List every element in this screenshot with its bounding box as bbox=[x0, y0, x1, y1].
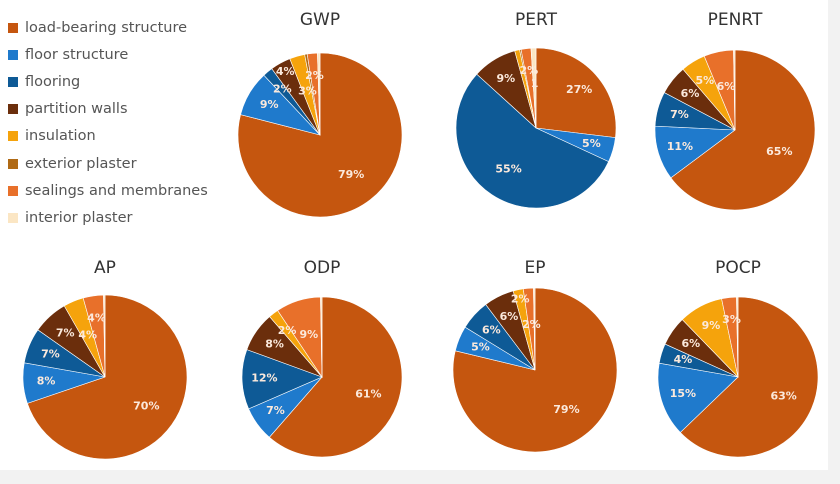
slice-label: 3% bbox=[722, 313, 741, 326]
slice-label: 4% bbox=[87, 312, 106, 325]
slice-label: 9% bbox=[496, 72, 515, 85]
legend-item: load-bearing structure bbox=[8, 14, 208, 41]
slice-label: 8% bbox=[37, 375, 56, 388]
legend-item: exterior plaster bbox=[8, 150, 208, 177]
slice-label: 55% bbox=[495, 162, 521, 175]
chart-panel: load-bearing structure floor structure flo… bbox=[0, 0, 828, 470]
slice-label: 15% bbox=[670, 387, 696, 400]
legend-item: flooring bbox=[8, 68, 208, 95]
pie-slice bbox=[103, 294, 106, 378]
pie-title: EP bbox=[525, 258, 546, 278]
slice-label: 2% bbox=[522, 318, 541, 331]
legend-label: flooring bbox=[25, 73, 81, 90]
legend-label: partition walls bbox=[25, 101, 128, 118]
slice-label: 5% bbox=[471, 340, 490, 353]
legend-swatch bbox=[8, 212, 18, 223]
pie-title: GWP bbox=[300, 10, 340, 30]
pie-slice bbox=[317, 52, 321, 136]
pie-title: AP bbox=[94, 258, 116, 278]
slice-label: 2% bbox=[511, 292, 530, 305]
legend-item: insulation bbox=[8, 123, 208, 150]
legend-item: floor structure bbox=[8, 41, 208, 68]
slice-label: 8% bbox=[265, 337, 284, 350]
legend-label: sealings and membranes bbox=[25, 182, 208, 199]
slice-label: 6% bbox=[682, 337, 701, 350]
legend-label: load-bearing structure bbox=[25, 19, 188, 36]
slice-label: 4% bbox=[78, 328, 97, 341]
legend-swatch bbox=[8, 131, 18, 142]
slice-label: 7% bbox=[41, 347, 60, 360]
legend-label: interior plaster bbox=[25, 209, 133, 226]
pie-title: PENRT bbox=[708, 10, 763, 30]
slice-label: 5% bbox=[695, 74, 714, 87]
slice-label: 9% bbox=[260, 98, 279, 111]
legend-swatch bbox=[8, 76, 18, 87]
legend-item: partition walls bbox=[8, 96, 208, 123]
slice-label: 11% bbox=[667, 140, 693, 153]
pie-title: POCP bbox=[715, 258, 761, 278]
slice-label: 2% bbox=[273, 83, 292, 96]
slice-label: 65% bbox=[766, 145, 792, 158]
legend-swatch bbox=[8, 22, 18, 33]
slice-label: 2% bbox=[519, 64, 538, 77]
slice-label: 27% bbox=[566, 83, 592, 96]
legend-swatch bbox=[8, 104, 18, 115]
legend-label: insulation bbox=[25, 128, 96, 145]
slice-label: 7% bbox=[266, 404, 285, 417]
slice-label: 5% bbox=[582, 137, 601, 150]
pie-slice bbox=[535, 47, 617, 138]
legend-swatch bbox=[8, 158, 18, 169]
slice-label: 4% bbox=[674, 353, 693, 366]
slice-label: 3% bbox=[298, 85, 317, 98]
pie-slice bbox=[268, 296, 403, 458]
slice-label: 9% bbox=[299, 328, 318, 341]
slice-label: 12% bbox=[251, 372, 277, 385]
legend-label: floor structure bbox=[25, 46, 129, 63]
slice-label: 6% bbox=[717, 80, 736, 93]
legend: load-bearing structure floor structure flo… bbox=[8, 14, 208, 232]
slice-label: 2% bbox=[278, 324, 297, 337]
pie-slice bbox=[26, 294, 188, 460]
slice-label: 61% bbox=[355, 387, 381, 400]
pie-slice bbox=[733, 49, 736, 131]
slice-label: 6% bbox=[482, 323, 501, 336]
pie-slice bbox=[670, 49, 816, 211]
pie-slice bbox=[455, 73, 609, 209]
slice-label: 6% bbox=[681, 87, 700, 100]
slice-label: 7% bbox=[670, 108, 689, 121]
legend-label: exterior plaster bbox=[25, 155, 137, 172]
slice-label: 2% bbox=[305, 69, 324, 82]
legend-item: sealings and membranes bbox=[8, 177, 208, 204]
pie-title: ODP bbox=[304, 258, 341, 278]
slice-label: 70% bbox=[133, 400, 159, 413]
slice-label: 4% bbox=[276, 65, 295, 78]
pie-slice bbox=[530, 47, 537, 129]
slice-label: 9% bbox=[702, 319, 721, 332]
slice-label: 1 bbox=[531, 77, 539, 90]
slice-label: 79% bbox=[338, 168, 364, 181]
pie-slice bbox=[736, 296, 739, 378]
pie-slice bbox=[679, 296, 819, 458]
slice-label: 79% bbox=[553, 403, 579, 416]
legend-swatch bbox=[8, 49, 18, 60]
slice-label: 7% bbox=[56, 326, 75, 339]
pie-slice bbox=[533, 287, 536, 371]
slice-label: 6% bbox=[500, 310, 519, 323]
slice-label: 63% bbox=[770, 389, 796, 402]
legend-swatch bbox=[8, 185, 18, 196]
pie-slice bbox=[241, 349, 323, 410]
pie-title: PERT bbox=[515, 10, 558, 30]
legend-item: interior plaster bbox=[8, 204, 208, 231]
pie-slice bbox=[320, 296, 323, 378]
pie-slice bbox=[657, 362, 739, 433]
